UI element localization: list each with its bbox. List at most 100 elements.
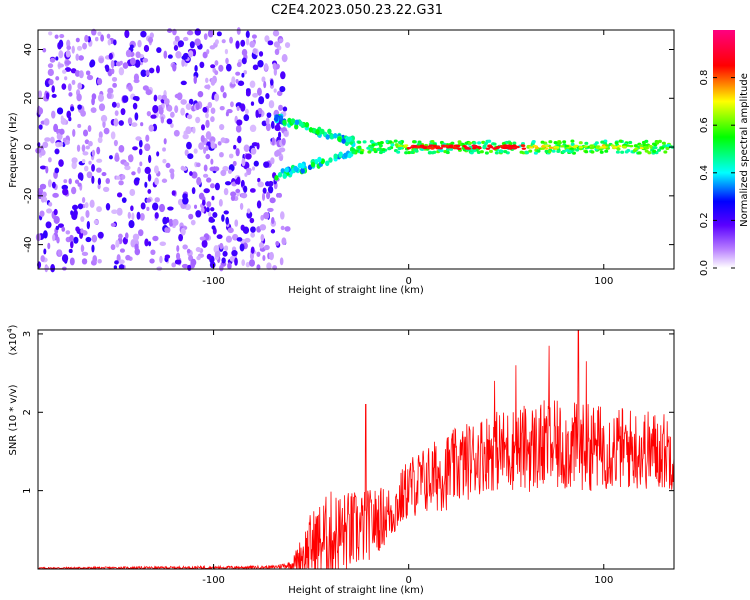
spectrogram-point [556, 149, 561, 154]
spectrogram-point [229, 83, 236, 88]
spectrogram-point [91, 175, 95, 184]
spectrogram-point [241, 57, 247, 65]
spectrogram-point [219, 151, 224, 158]
spectrogram-point [168, 218, 174, 227]
spectrogram-point [338, 151, 343, 158]
spectrogram-point [236, 61, 242, 68]
spectrogram-point [135, 136, 142, 141]
spectrogram-point [142, 85, 149, 91]
spectrogram-point [263, 244, 270, 251]
snr-frame [37, 329, 675, 570]
spectrogram-point [39, 183, 47, 190]
spectrogram-point [222, 91, 227, 99]
spectrogram-point [255, 109, 259, 119]
spectrogram-point [294, 123, 299, 130]
spectrogram-point [228, 153, 234, 159]
spectrogram-point [191, 171, 198, 179]
spectrogram-point [246, 167, 252, 173]
spectrogram-point [210, 116, 215, 123]
spectrogram-point [273, 41, 280, 48]
spectrogram-point [54, 148, 60, 155]
spectrogram-point [595, 145, 601, 148]
spectrogram-point [51, 181, 56, 189]
spectrogram-point [77, 123, 82, 128]
spectrogram-point [91, 163, 95, 172]
spectrogram-point [164, 227, 169, 233]
spectrogram-point [240, 39, 246, 47]
spectrogram-point [548, 146, 554, 149]
spectrogram-point [134, 112, 139, 121]
spectrogram-point [118, 145, 125, 153]
spectrogram-point [616, 147, 621, 151]
spectrogram-point [66, 39, 71, 48]
spectrogram-point [284, 226, 291, 232]
spectrogram-point [484, 151, 489, 155]
spectrogram-point [221, 39, 226, 44]
spectrogram-point [477, 146, 482, 150]
spectrogram-point [239, 243, 245, 252]
spectrogram-point [426, 146, 432, 150]
spectrogram-point [207, 29, 214, 38]
spectrogram-point [107, 87, 114, 95]
spectrogram-point [205, 77, 209, 83]
spectrogram-point [200, 135, 205, 143]
spectrogram-point [221, 214, 225, 222]
spectrogram-point [180, 80, 187, 86]
spectrogram-point [46, 208, 53, 214]
spectrogram-point [128, 220, 135, 229]
spectrogram-point [86, 171, 93, 179]
spectrogram-point [175, 50, 182, 59]
spectrogram-point [503, 150, 508, 154]
spectrogram-point [298, 120, 304, 127]
spectrogram-point [225, 111, 229, 117]
spectrogram-point [54, 167, 60, 174]
spectrogram-point [110, 222, 116, 227]
spectrogram-point [246, 208, 251, 214]
spectrogram-point [455, 144, 461, 148]
spectrogram-point [272, 62, 277, 70]
spectrogram-point [210, 77, 216, 86]
spectrogram-point [191, 187, 196, 195]
spectrogram-point [61, 69, 67, 74]
spectrogram-point [57, 63, 65, 68]
spectrogram-point [519, 150, 524, 154]
spectrogram-point [203, 146, 207, 154]
spectrogram-point [241, 48, 248, 57]
spectrogram-point [47, 242, 51, 250]
spectrogram-point [219, 264, 224, 272]
spectrogram-point [214, 39, 219, 45]
spectrogram-point [185, 126, 192, 135]
spectrogram-point [372, 147, 377, 152]
spectrogram-point [90, 107, 97, 113]
spectrogram-point [388, 140, 393, 144]
spectrogram-point [349, 141, 354, 145]
spectrogram-point [241, 158, 246, 167]
spectrogram-point [275, 241, 280, 246]
spectrogram-point [163, 50, 168, 59]
spectrogram-point [604, 149, 609, 153]
spectrogram-point [227, 262, 232, 270]
spectrogram-point [118, 120, 124, 126]
spectrogram-point [69, 257, 75, 266]
spectrogram-point [257, 177, 261, 183]
spectrogram-point [427, 151, 432, 155]
spectrogram-point [544, 144, 549, 147]
spectrogram-point [240, 103, 246, 112]
spectrogram-point [89, 199, 95, 208]
spectrogram-point [220, 85, 225, 93]
spectrogram-point [72, 204, 79, 211]
spectrogram-point [266, 112, 272, 118]
spectrogram-point [69, 234, 74, 242]
spectrogram-point [243, 70, 247, 75]
spectrogram-point [206, 253, 212, 260]
spectrogram-point [194, 204, 198, 209]
spectrogram-point [419, 144, 425, 147]
spectrogram-point [76, 93, 82, 102]
spectrogram-point [118, 233, 123, 239]
spectrogram-point [111, 209, 118, 214]
spectrogram-point [570, 142, 575, 146]
spectrogram-point [113, 265, 118, 270]
spectrogram-point [578, 141, 583, 145]
spectrogram-point [100, 114, 108, 123]
spectrogram-point [214, 250, 221, 258]
